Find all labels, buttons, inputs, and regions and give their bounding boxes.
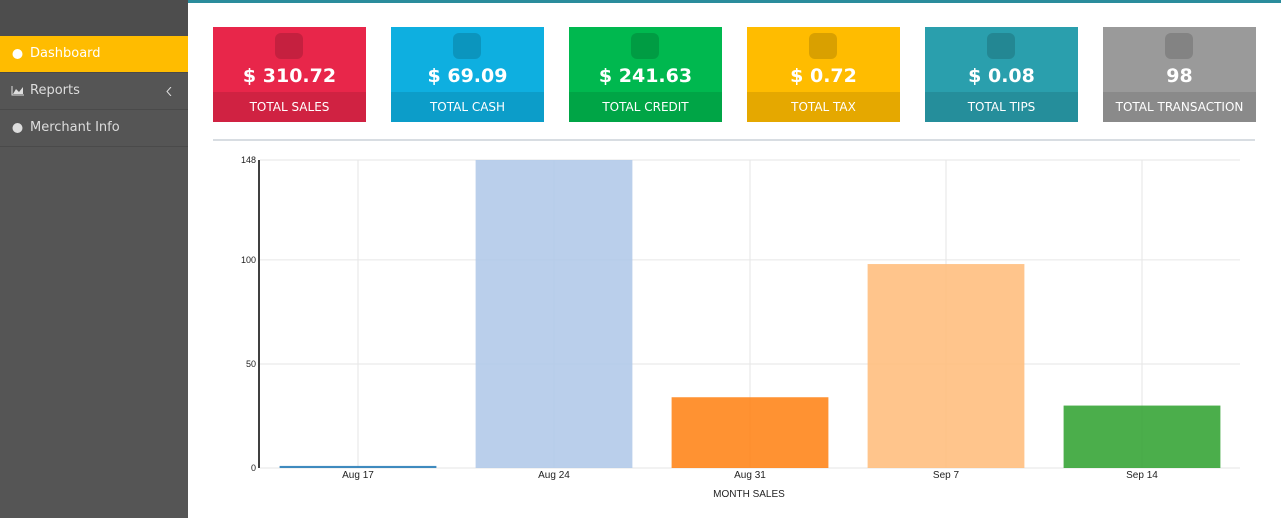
menu-label: Reports	[30, 83, 80, 98]
x-tick-label: Aug 24	[538, 470, 570, 481]
card-icon	[987, 33, 1015, 59]
stat-card: $ 0.08 TOTAL TIPS	[925, 27, 1078, 122]
bar	[475, 160, 633, 468]
icon	[12, 123, 23, 133]
card-icon	[275, 33, 303, 59]
chevron	[166, 87, 172, 96]
card-value: 98	[1166, 65, 1193, 87]
top-bar	[188, 0, 1281, 3]
y-tick-label: 50	[246, 359, 256, 369]
menu-label: Dashboard	[30, 46, 101, 61]
card-value: $ 69.09	[427, 65, 508, 87]
sidebar-header	[0, 0, 188, 36]
bar	[279, 465, 437, 468]
card-label: TOTAL SALES	[213, 92, 366, 122]
stat-card: 98 TOTAL TRANSACTION	[1103, 27, 1256, 122]
bar	[1063, 405, 1221, 468]
x-axis-title: MONTH SALES	[713, 489, 785, 500]
icon	[12, 49, 23, 59]
y-tick-label: 100	[241, 255, 256, 265]
card-value: $ 0.72	[790, 65, 857, 87]
menu-item[interactable]: Reports	[0, 73, 188, 110]
y-tick-label: 148	[241, 155, 256, 165]
bar	[671, 397, 829, 468]
x-tick-label: Aug 31	[734, 470, 766, 481]
stat-card: $ 310.72 TOTAL SALES	[213, 27, 366, 122]
x-tick-label: Sep 7	[933, 470, 960, 481]
card-icon	[453, 33, 481, 59]
chart: 0 50 100 148 Aug 17 Aug 24 Aug 31 Sep 7 Sep 14 MO…	[241, 155, 1240, 500]
chart-panel: 0 50 100 148 Aug 17 Aug 24 Aug 31 Sep 7 Sep 14 MO…	[213, 139, 1255, 518]
menu-label: Merchant Info	[30, 120, 120, 135]
x-tick-label: Aug 17	[342, 470, 374, 481]
menu-item[interactable]: Merchant Info	[0, 110, 188, 147]
stat-card: $ 241.63 TOTAL CREDIT	[569, 27, 722, 122]
sidebar: Dashboard Reports Merchant Info	[0, 0, 188, 518]
card-label: TOTAL CREDIT	[569, 92, 722, 122]
card-value: $ 0.08	[968, 65, 1035, 87]
card-label: TOTAL TRANSACTION	[1103, 92, 1256, 122]
y-tick-label: 0	[251, 463, 256, 473]
card-icon	[809, 33, 837, 59]
card-label: TOTAL TIPS	[925, 92, 1078, 122]
card-label: TOTAL TAX	[747, 92, 900, 122]
x-tick-label: Sep 14	[1126, 470, 1158, 481]
stat-card: $ 69.09 TOTAL CASH	[391, 27, 544, 122]
card-icon	[1165, 33, 1193, 59]
card-value: $ 310.72	[242, 65, 337, 87]
card-label: TOTAL CASH	[391, 92, 544, 122]
bar	[867, 264, 1025, 468]
stat-card: $ 0.72 TOTAL TAX	[747, 27, 900, 122]
card-value: $ 241.63	[598, 65, 693, 87]
icon	[11, 86, 24, 96]
menu-item[interactable]: Dashboard	[0, 36, 188, 73]
card-icon	[631, 33, 659, 59]
